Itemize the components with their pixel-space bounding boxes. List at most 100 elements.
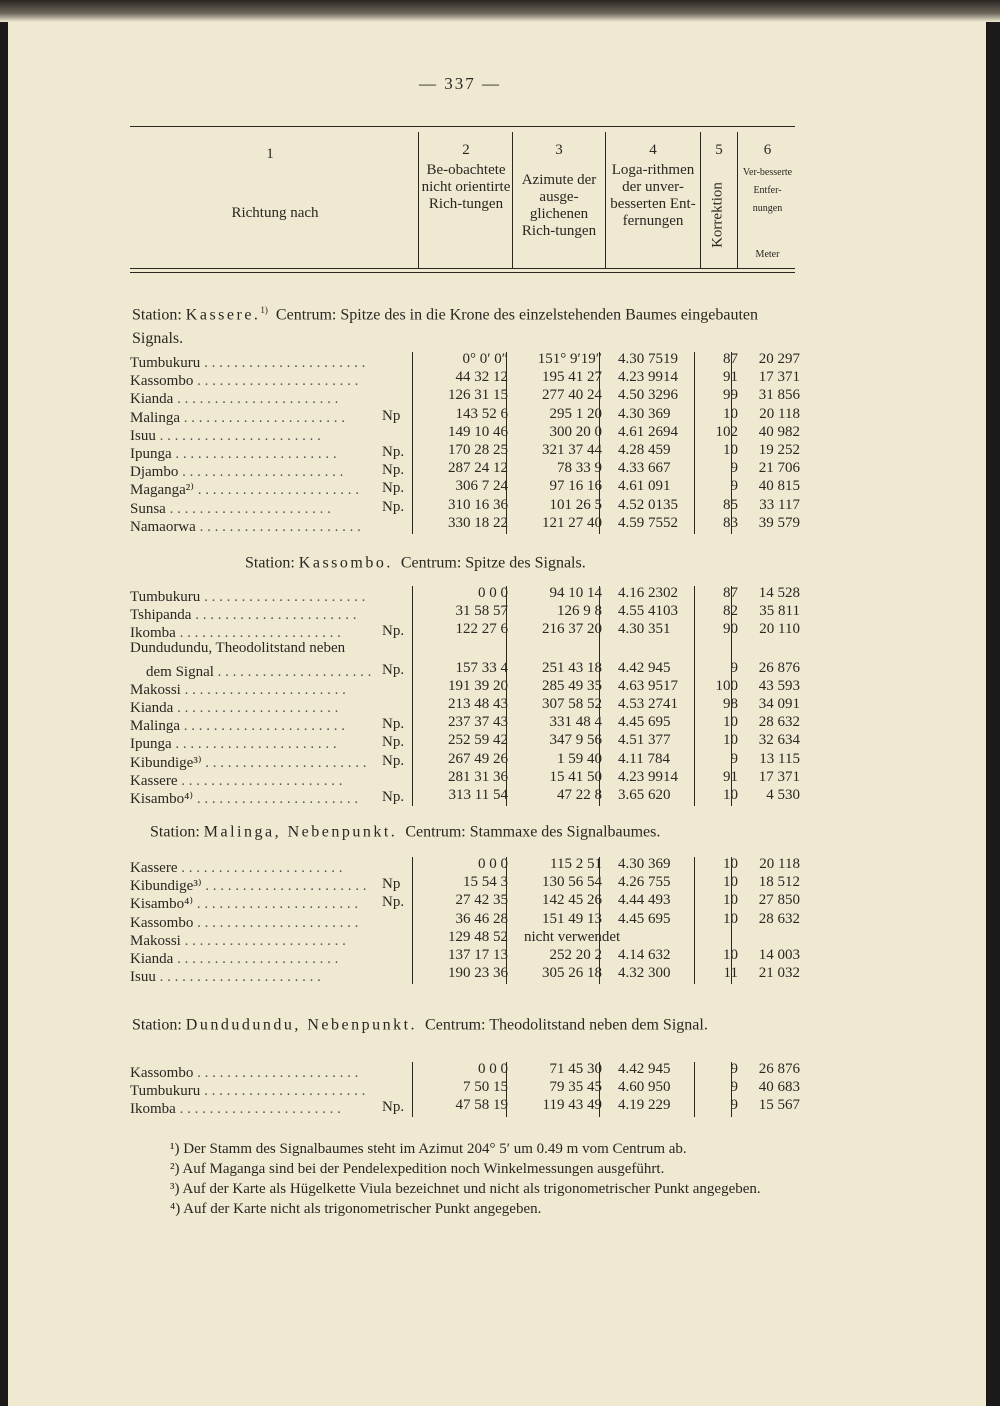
correction: 10 (723, 787, 738, 803)
azimuth: 277 40 24 (542, 387, 602, 404)
station-name: Kassere. (185, 306, 261, 324)
observed-direction: 0 0 0 (478, 585, 508, 601)
table-row: Tumbukuru 94 10 14 0 0 0 4.16 2302 87 14 528 (130, 584, 800, 605)
footnote: ⁴) Auf der Karte nicht als trigonometris… (170, 1201, 542, 1217)
target-name: Sunsa (130, 500, 376, 518)
azimuth: 285 49 35 (542, 677, 602, 694)
target-name: Makossi (130, 681, 376, 699)
col-4-number: 4 (649, 142, 657, 158)
azimuth: 130 56 54 (542, 874, 602, 891)
not-used-note: nicht verwendet (524, 928, 621, 945)
column-rule (599, 586, 600, 807)
corrected-distance: 34 091 (758, 696, 800, 712)
corrected-distance: 20 118 (759, 405, 800, 422)
target-name: Kianda (130, 950, 376, 968)
azimuth: 71 45 30 (549, 1061, 603, 1077)
table-row: Tumbukuru 79 35 45 7 50 15 4.60 950 9 40 683 (130, 1078, 800, 1099)
column-rule (506, 352, 507, 534)
log-distance: 3.65 620 (618, 787, 671, 803)
target-name: Namaorwa (130, 518, 376, 536)
observed-direction: 31 58 57 (455, 603, 509, 620)
np-marker: Np (382, 407, 401, 424)
correction: 102 (715, 423, 739, 440)
table-row: Kianda 277 40 24 126 31 15 4.50 3296 99 31 85… (130, 386, 800, 407)
observed-direction: 310 16 36 (448, 496, 508, 513)
azimuth: 305 26 18 (542, 965, 602, 982)
column-rule (731, 586, 732, 807)
log-distance: 4.53 2741 (618, 696, 678, 712)
observed-direction: 15 54 3 (463, 874, 508, 891)
target-name: Ipunga (130, 735, 376, 753)
corrected-distance: 13 115 (759, 750, 800, 767)
log-distance: 4.52 0135 (618, 496, 678, 513)
table-row: Makossi nicht verwendet 129 48 52 (130, 928, 800, 949)
table-row: Makossi 285 49 35 191 39 20 4.63 9517 100 43 … (130, 677, 800, 698)
correction: 10 (723, 405, 738, 422)
log-distance: 4.23 9914 (618, 369, 678, 386)
log-distance: 4.11 784 (618, 750, 670, 767)
target-name: Makossi (130, 932, 376, 950)
correction: 10 (723, 856, 738, 872)
azimuth: 78 33 9 (557, 460, 602, 477)
observed-direction: 143 52 6 (455, 405, 509, 422)
observed-direction: 281 31 36 (448, 768, 508, 785)
col-5-number: 5 (715, 142, 723, 158)
target-name: Kassombo (130, 372, 376, 390)
col-4-label: Loga-rithmen der unver-besserten Ent-fer… (610, 162, 696, 229)
target-name: Malinga (130, 717, 376, 735)
table-row: Ikomba Np. 119 43 49 47 58 19 4.19 229 9 15 56… (130, 1096, 800, 1117)
azimuth: 126 9 8 (557, 603, 602, 620)
corrected-distance: 43 593 (758, 677, 800, 694)
target-name: Ikomba (130, 1100, 376, 1118)
table-row: Sunsa Np. 101 26 5 310 16 36 4.52 0135 85 33 1… (130, 496, 800, 517)
correction: 9 (730, 750, 739, 767)
observed-direction: 129 48 52 (448, 928, 508, 945)
observed-direction: 149 10 46 (448, 423, 508, 440)
correction: 9 (730, 659, 739, 676)
np-marker: Np. (382, 444, 405, 460)
col-1-label: Richtung nach (231, 205, 319, 221)
column-rule (694, 352, 695, 534)
target-name: Kibundige³⁾ (130, 877, 376, 895)
table-row: dem Signal Np. 251 43 18 157 33 4 4.42 945 9 2… (130, 659, 800, 680)
observed-direction: 36 46 28 (455, 910, 509, 927)
log-distance: 4.23 9914 (618, 768, 678, 785)
column-rule (412, 857, 413, 985)
target-name: Kassombo (130, 914, 376, 932)
log-distance: 4.30 351 (618, 621, 671, 638)
observed-direction: 126 31 15 (448, 387, 508, 404)
azimuth: 142 45 26 (542, 892, 602, 909)
table-row: Ipunga Np. 347 9 56 252 59 42 4.51 377 10 32 6… (130, 731, 800, 752)
centrum-text: Centrum: Theodolitstand neben dem Signal… (425, 1016, 708, 1034)
column-rule (737, 132, 738, 268)
table-row: Malinga Np 295 1 20 143 52 6 4.30 369 10 20 11… (130, 405, 800, 426)
corrected-distance: 17 371 (758, 369, 800, 386)
azimuth: 251 43 18 (542, 659, 602, 676)
observed-direction: 190 23 36 (448, 965, 508, 982)
observed-direction: 330 18 22 (448, 514, 508, 531)
header-rule (130, 126, 795, 127)
np-marker: Np. (382, 894, 405, 911)
table-row: Kianda 307 58 52 213 48 43 4.53 2741 98 34 09… (130, 695, 800, 716)
target-name: Isuu (130, 427, 376, 445)
correction: 10 (723, 732, 738, 749)
column-rule (599, 352, 600, 534)
log-distance: 4.59 7552 (618, 514, 678, 531)
observed-direction: 157 33 4 (455, 659, 509, 676)
table-row: Ipunga Np. 321 37 44 170 28 25 4.28 459 10 19 … (130, 441, 800, 462)
col-2-label: Be-obachtete nicht orientirte Rich-tunge… (421, 162, 511, 212)
azimuth: 216 37 20 (542, 621, 602, 638)
azimuth: 331 48 4 (549, 714, 603, 731)
station-heading: Station: Kassombo. Centrum: Spitze des S… (245, 553, 586, 572)
table-row: Kassere 15 41 50 281 31 36 4.23 9914 91 17 37… (130, 768, 800, 789)
correction: 85 (723, 496, 738, 513)
correction: 87 (723, 585, 738, 601)
observed-direction: 44 32 12 (455, 369, 509, 386)
column-rule (731, 1062, 732, 1117)
azimuth: 94 10 14 (549, 585, 603, 601)
corrected-distance: 28 632 (758, 714, 800, 731)
corrected-distance: 40 982 (758, 423, 800, 440)
footnotes: ¹) Der Stamm des Signalbaumes steht im A… (130, 1140, 800, 1220)
table-row: Kassombo 71 45 30 0 0 0 4.42 945 9 26 876 (130, 1060, 800, 1081)
corrected-distance: 40 683 (758, 1079, 800, 1096)
